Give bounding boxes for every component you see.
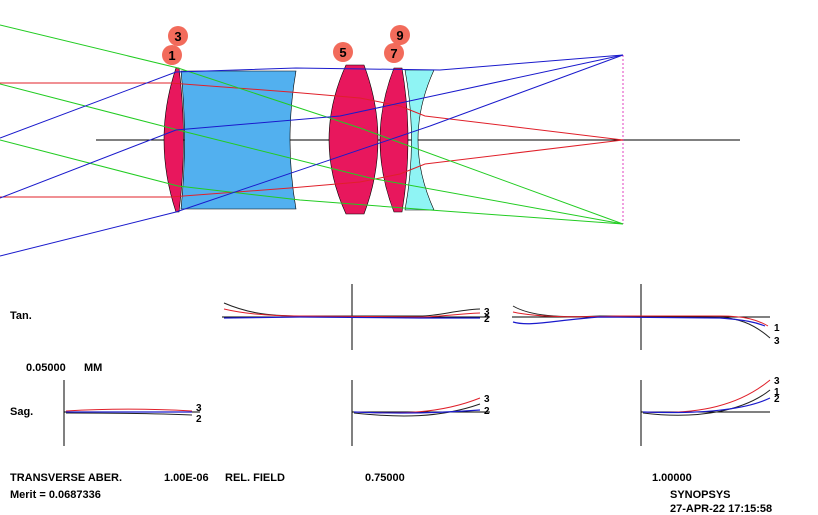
program-name: SYNOPSYS bbox=[670, 489, 731, 501]
curve-label: 1 bbox=[774, 387, 780, 398]
field-label: REL. FIELD bbox=[225, 472, 285, 484]
curve-label: 3 bbox=[774, 336, 780, 347]
curve-label: 2 bbox=[774, 394, 780, 405]
field-value-2: 0.75000 bbox=[365, 472, 405, 484]
curve-label: 2 bbox=[484, 314, 490, 325]
sag-plot-field-0.75: 3 2 bbox=[351, 380, 490, 446]
field-value-1: 1.00E-06 bbox=[164, 472, 209, 484]
footer: TRANSVERSE ABER. Merit = 0.0687336 1.00E… bbox=[10, 472, 772, 515]
svg-text:9: 9 bbox=[396, 28, 403, 43]
sagittal-label: Sag. bbox=[10, 406, 33, 418]
tan-plot-field-1.0: 1 3 bbox=[512, 284, 780, 350]
svg-text:3: 3 bbox=[174, 29, 181, 44]
lens-layout: 3 1 5 9 7 bbox=[0, 24, 740, 257]
tangential-label: Tan. bbox=[10, 310, 32, 322]
svg-text:1: 1 bbox=[168, 48, 175, 63]
merit-value: Merit = 0.0687336 bbox=[10, 489, 101, 501]
curve-label: 3 bbox=[484, 307, 490, 318]
lens-element-3 bbox=[328, 64, 379, 215]
lens-element-1 bbox=[163, 67, 184, 213]
plot-name: TRANSVERSE ABER. bbox=[10, 472, 122, 484]
surface-badge-9: 9 bbox=[390, 25, 410, 45]
date-time: 27-APR-22 17:15:58 bbox=[670, 503, 772, 515]
scale-unit: MM bbox=[84, 362, 102, 374]
ray-bundle-red bbox=[0, 82, 624, 198]
svg-text:7: 7 bbox=[390, 46, 397, 61]
ray-bundle-blue bbox=[0, 54, 624, 257]
svg-text:5: 5 bbox=[339, 45, 346, 60]
surface-badge-7: 7 bbox=[384, 43, 404, 63]
scale-value: 0.05000 bbox=[26, 362, 66, 374]
curve-label: 2 bbox=[484, 406, 490, 417]
tan-plot-field-0.75: 3 2 bbox=[222, 284, 490, 350]
curve-label: 3 bbox=[774, 376, 780, 387]
ray-bundle-green bbox=[0, 24, 624, 225]
field-value-3: 1.00000 bbox=[652, 472, 692, 484]
curve-label: 3 bbox=[484, 394, 490, 405]
curve-label: 1 bbox=[774, 323, 780, 334]
aberration-plots: Tan. Sag. 0.05000 MM 3 2 1 3 bbox=[10, 284, 780, 446]
sag-plot-field-1.0: 3 1 2 bbox=[640, 376, 780, 446]
sag-plot-field-0: 3 2 bbox=[63, 380, 202, 446]
surface-badge-3: 3 bbox=[168, 26, 188, 46]
curve-label: 2 bbox=[196, 414, 202, 425]
surface-badge-1: 1 bbox=[162, 45, 182, 65]
surface-badge-5: 5 bbox=[333, 42, 353, 62]
curve-label: 3 bbox=[196, 403, 202, 414]
